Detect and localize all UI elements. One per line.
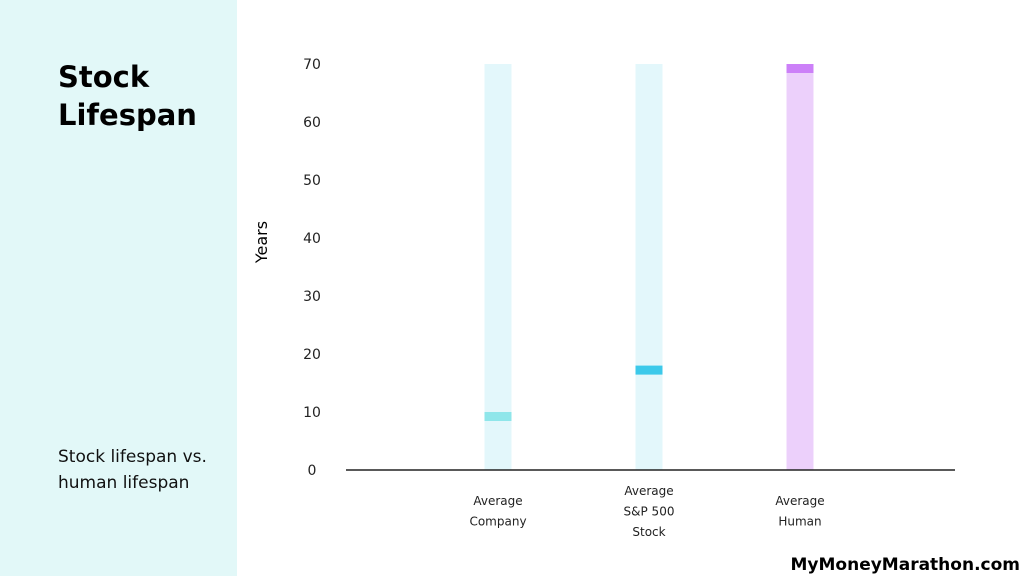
y-tick-label: 50	[303, 173, 321, 189]
y-tick-label: 30	[303, 289, 321, 305]
bar-value-marker	[786, 64, 814, 73]
x-category-label: Average	[473, 494, 522, 508]
x-category-label: S&P 500	[624, 505, 675, 519]
y-tick-label: 40	[303, 231, 321, 247]
subtitle: Stock lifespan vs. human lifespan	[58, 447, 207, 493]
y-tick-label: 10	[303, 405, 321, 421]
bar-value-marker	[484, 412, 512, 421]
bar-track	[484, 64, 512, 470]
side-panel	[0, 0, 237, 576]
x-category-label: Stock	[632, 525, 665, 539]
y-axis-label: Years	[252, 221, 271, 264]
bar-value-marker	[635, 365, 663, 375]
y-tick-label: 60	[303, 115, 321, 131]
x-category-label: Average	[775, 494, 824, 508]
x-category-label: Human	[778, 515, 821, 529]
page-title: Stock Lifespan	[58, 60, 197, 132]
y-tick-label: 20	[303, 347, 321, 363]
bar-track	[635, 64, 663, 470]
y-tick-label: 0	[308, 463, 317, 479]
y-tick-label: 70	[303, 57, 321, 73]
x-category-label: Company	[469, 515, 526, 529]
bar-fill	[786, 64, 814, 470]
watermark: MyMoneyMarathon.com	[790, 555, 1021, 575]
x-category-label: Average	[624, 484, 673, 498]
